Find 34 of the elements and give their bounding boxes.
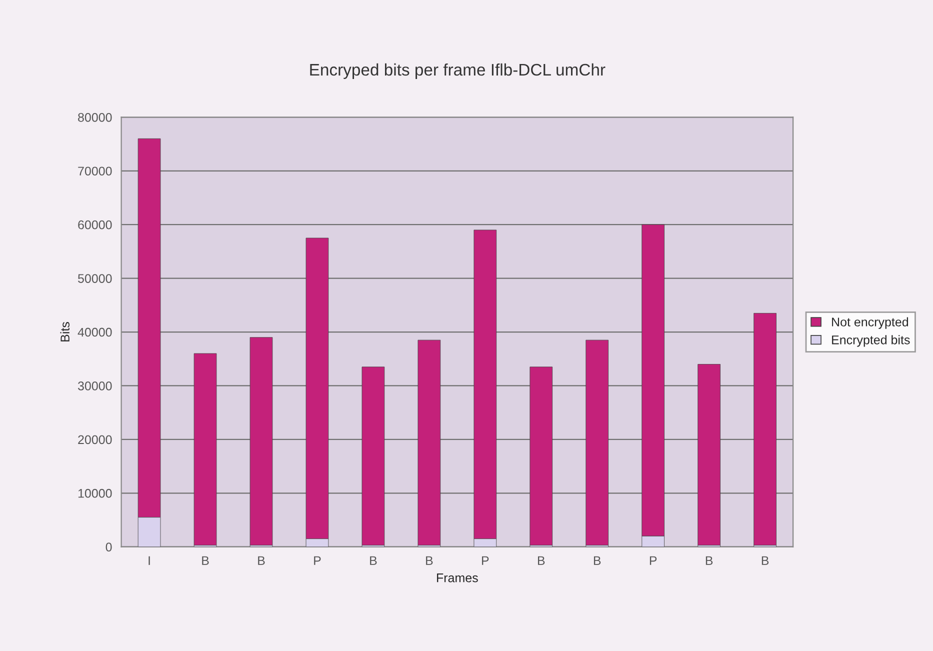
bar (698, 364, 720, 546)
bar (362, 366, 385, 546)
y-tick-label: 40000 (78, 328, 112, 337)
bar (530, 366, 553, 546)
bar (754, 313, 776, 546)
y-tick-label: 20000 (78, 435, 112, 444)
y-tick-label: 80000 (78, 112, 112, 122)
x-tick-label: P (314, 556, 321, 565)
x-tick-label: B (426, 556, 433, 565)
chart-title: Encryped bits per frame Iflb-DCL umChr (310, 63, 606, 79)
legend-label: Not encrypted (832, 317, 908, 329)
bar (586, 340, 609, 546)
x-tick-label: B (202, 556, 209, 565)
y-tick-label: 50000 (78, 274, 112, 283)
x-tick-label: I (148, 556, 150, 565)
y-tick-label: 30000 (78, 382, 112, 390)
x-tick-label: B (538, 556, 545, 565)
x-tick-label: B (594, 556, 601, 565)
y-tick-label: 10000 (78, 488, 112, 498)
y-tick-label: 60000 (78, 220, 112, 230)
x-tick-label: B (370, 556, 377, 565)
bar (250, 337, 273, 546)
legend-label: Encrypted bits (832, 335, 910, 347)
y-tick-label: 0 (106, 542, 112, 552)
bar (194, 353, 217, 546)
x-tick-label: P (482, 556, 489, 565)
x-tick-label: P (650, 556, 657, 565)
y-tick-label: 70000 (78, 166, 112, 176)
bar (418, 340, 441, 546)
x-tick-label: B (762, 556, 769, 565)
x-tick-label: B (706, 556, 713, 565)
y-axis-title: Bits (60, 322, 70, 342)
x-axis-title: Frames (437, 574, 478, 582)
x-tick-label: B (258, 556, 265, 565)
